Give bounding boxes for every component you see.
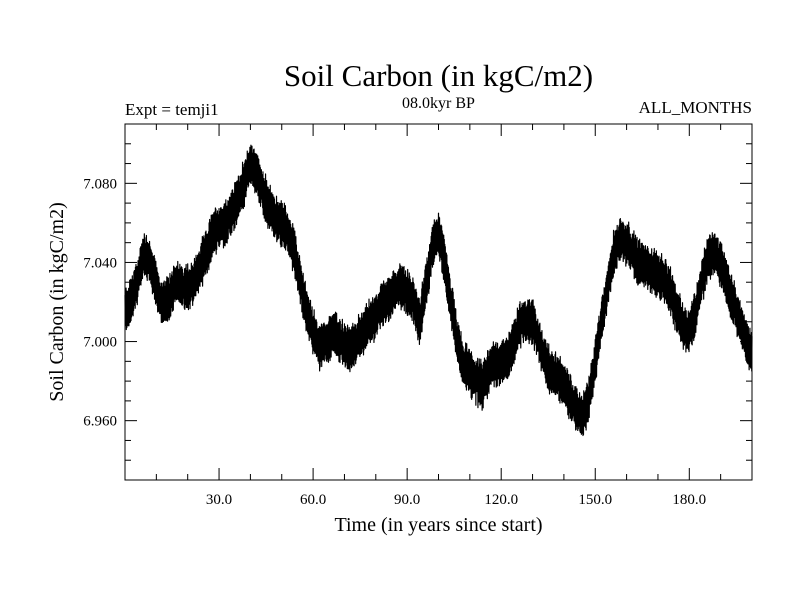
x-tick-label: 150.0 bbox=[578, 492, 612, 508]
plot-frame bbox=[124, 123, 753, 481]
series-line bbox=[124, 144, 753, 437]
y-axis-tick-labels: 6.960 7.000 7.040 7.080 bbox=[83, 176, 117, 429]
series-layer bbox=[124, 144, 753, 437]
x-axis-ticks bbox=[155, 124, 722, 480]
y-tick-label: 7.080 bbox=[83, 176, 117, 192]
chart-title: Soil Carbon (in kgC/m2) bbox=[283, 58, 594, 93]
x-tick-label: 180.0 bbox=[672, 492, 706, 508]
y-tick-label: 7.040 bbox=[83, 255, 117, 271]
chart-subtitle: 08.0kyr BP bbox=[402, 95, 475, 112]
y-axis-label: Soil Carbon (in kgC/m2) bbox=[46, 202, 68, 401]
x-tick-label: 90.0 bbox=[394, 492, 420, 508]
x-tick-label: 120.0 bbox=[484, 492, 518, 508]
x-axis-tick-labels: 30.0 60.0 90.0 120.0 150.0 180.0 bbox=[206, 492, 706, 508]
x-axis-label: Time (in years since start) bbox=[334, 514, 542, 536]
experiment-label: Expt = temji1 bbox=[125, 100, 219, 119]
y-tick-label: 7.000 bbox=[83, 335, 117, 351]
x-tick-label: 30.0 bbox=[206, 492, 232, 508]
y-tick-label: 6.960 bbox=[83, 414, 117, 430]
y-axis-ticks bbox=[125, 143, 752, 461]
months-label: ALL_MONTHS bbox=[638, 98, 752, 117]
x-tick-label: 60.0 bbox=[300, 492, 326, 508]
